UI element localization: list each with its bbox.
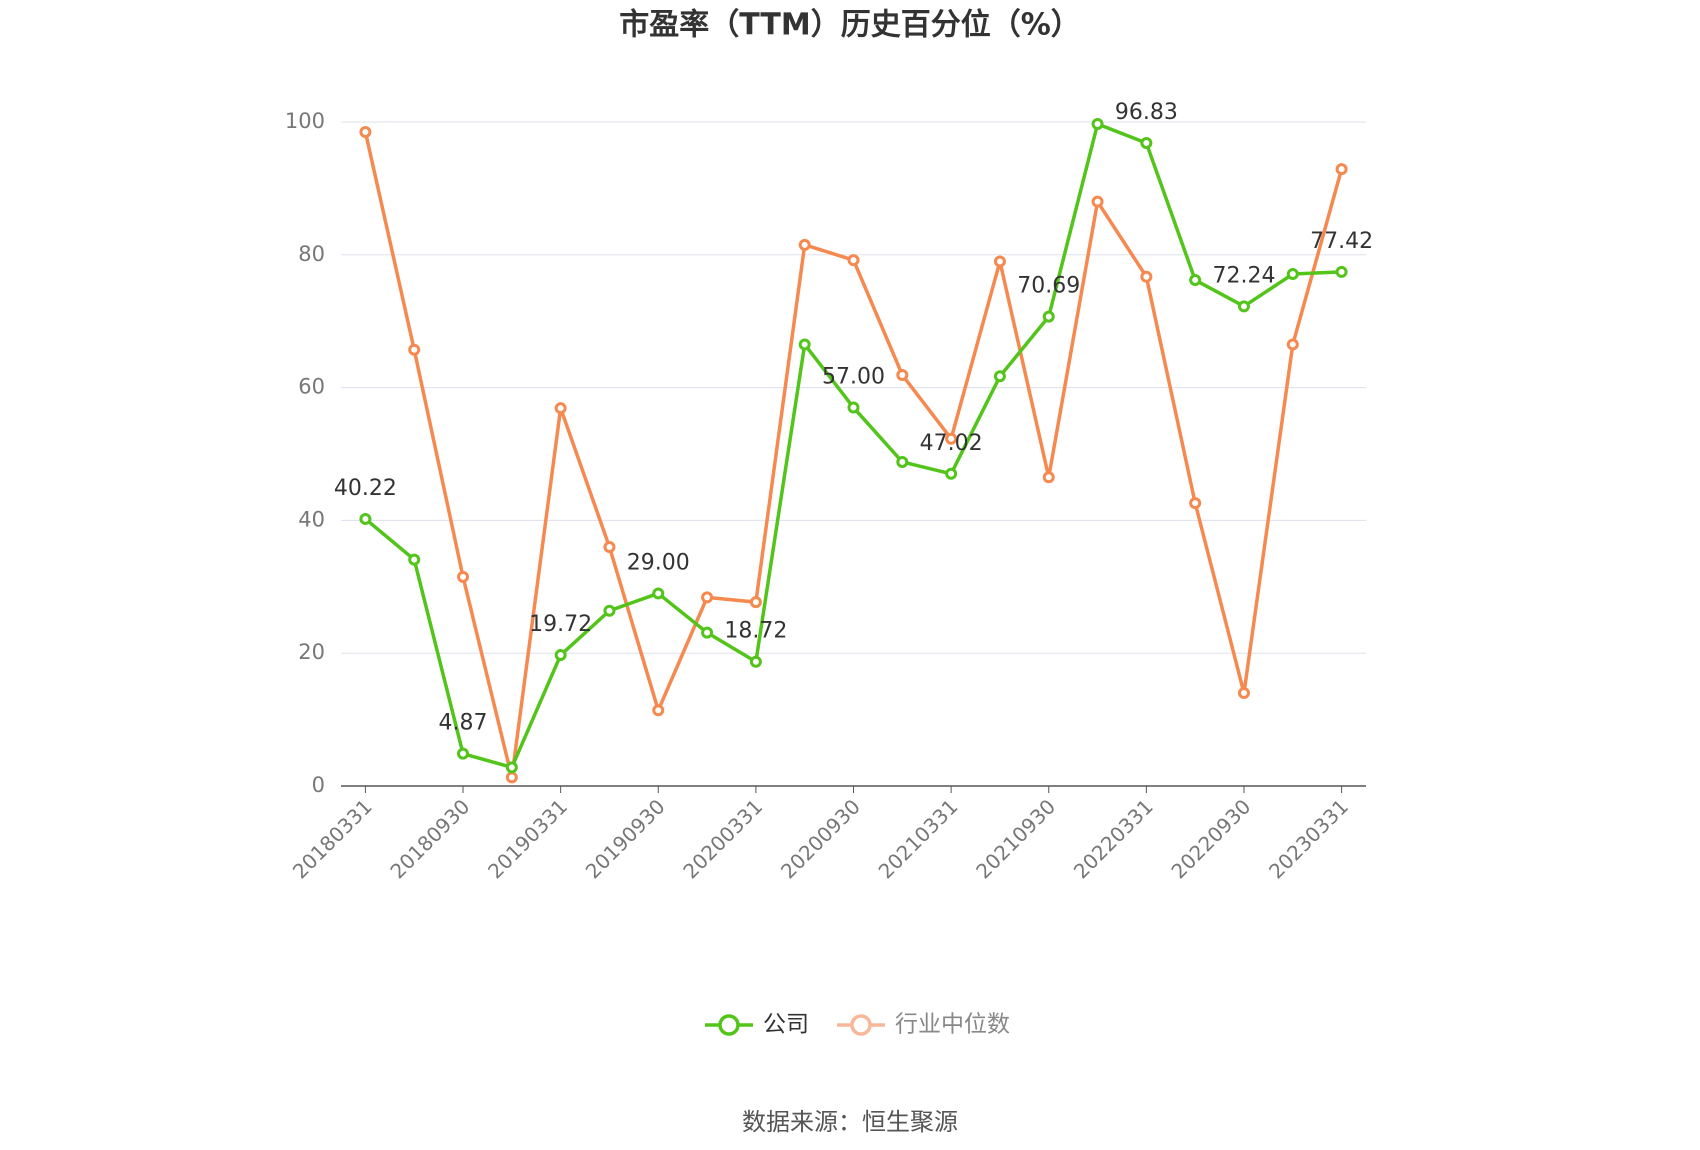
x-tick-label: 20180930 [385, 794, 474, 883]
data-point [993, 370, 1006, 383]
y-tick-label: 0 [312, 773, 325, 797]
data-point [408, 553, 421, 566]
y-tick-label: 100 [285, 109, 325, 133]
data-point [1042, 310, 1055, 323]
data-point [457, 747, 470, 760]
data-point [701, 626, 714, 639]
x-tick-label: 20190930 [581, 794, 670, 883]
y-tick-label: 60 [298, 375, 325, 399]
data-point [359, 512, 372, 525]
x-tick-label: 20190331 [483, 794, 572, 883]
data-point [1042, 471, 1055, 484]
data-point [847, 254, 860, 267]
legend-marker [718, 1014, 740, 1036]
x-tick-label: 20200930 [776, 794, 865, 883]
x-tick-label: 20210331 [874, 794, 963, 883]
x-tick-label: 20180331 [288, 794, 377, 883]
data-label: 4.87 [439, 711, 488, 736]
x-tick-label: 20200331 [678, 794, 767, 883]
series-line [363, 131, 1344, 780]
y-tick-label: 40 [298, 507, 325, 531]
x-tick-label: 20220930 [1166, 794, 1255, 883]
data-point [945, 467, 958, 480]
data-point [896, 368, 909, 381]
data-point [408, 343, 421, 356]
data-point [1335, 163, 1348, 176]
data-point [701, 591, 714, 604]
data-point [1286, 338, 1299, 351]
x-tick-label: 20230331 [1264, 794, 1353, 883]
data-label: 19.72 [529, 612, 592, 637]
data-point [1189, 497, 1202, 510]
data-point [603, 604, 616, 617]
data-point [554, 649, 567, 662]
data-label: 57.00 [822, 365, 885, 390]
data-point [945, 432, 958, 445]
data-point [1091, 195, 1104, 208]
data-point [993, 255, 1006, 268]
data-point [505, 771, 518, 784]
series-line [364, 122, 1342, 770]
data-point [505, 761, 518, 774]
x-tick-label: 20220331 [1069, 794, 1158, 883]
y-tick-label: 80 [298, 242, 325, 266]
data-point [1335, 265, 1348, 278]
data-point [749, 596, 762, 609]
data-label: 96.83 [1115, 100, 1178, 125]
data-label: 29.00 [627, 550, 690, 575]
data-point [896, 455, 909, 468]
source-note: 数据来源：恒生聚源 [742, 1108, 958, 1136]
data-point [1091, 117, 1104, 130]
data-point [847, 401, 860, 414]
data-label: 70.69 [1017, 274, 1080, 299]
data-label: 40.22 [334, 476, 397, 501]
x-tick-label: 20210930 [971, 794, 1060, 883]
data-label: 18.72 [724, 619, 787, 644]
legend-label: 行业中位数 [895, 1012, 1010, 1038]
data-point [1237, 300, 1250, 313]
data-point [1140, 270, 1153, 283]
data-point [1237, 687, 1250, 700]
legend-label: 公司 [763, 1012, 809, 1038]
data-point [798, 238, 811, 251]
data-point [1140, 137, 1153, 150]
data-label: 72.24 [1212, 263, 1275, 288]
data-point [652, 704, 665, 717]
y-tick-label: 20 [298, 640, 325, 664]
data-point [749, 655, 762, 668]
data-point [603, 540, 616, 553]
data-label: 77.42 [1310, 229, 1373, 254]
data-point [1286, 268, 1299, 281]
data-label: 47.02 [920, 431, 983, 456]
data-point [798, 338, 811, 351]
data-point [1189, 274, 1202, 287]
chart-title: 市盈率（TTM）历史百分位（%） [619, 8, 1081, 43]
data-point [652, 587, 665, 600]
data-point [359, 125, 372, 138]
legend-marker [850, 1014, 872, 1036]
data-point [554, 402, 567, 415]
data-point [457, 570, 470, 583]
